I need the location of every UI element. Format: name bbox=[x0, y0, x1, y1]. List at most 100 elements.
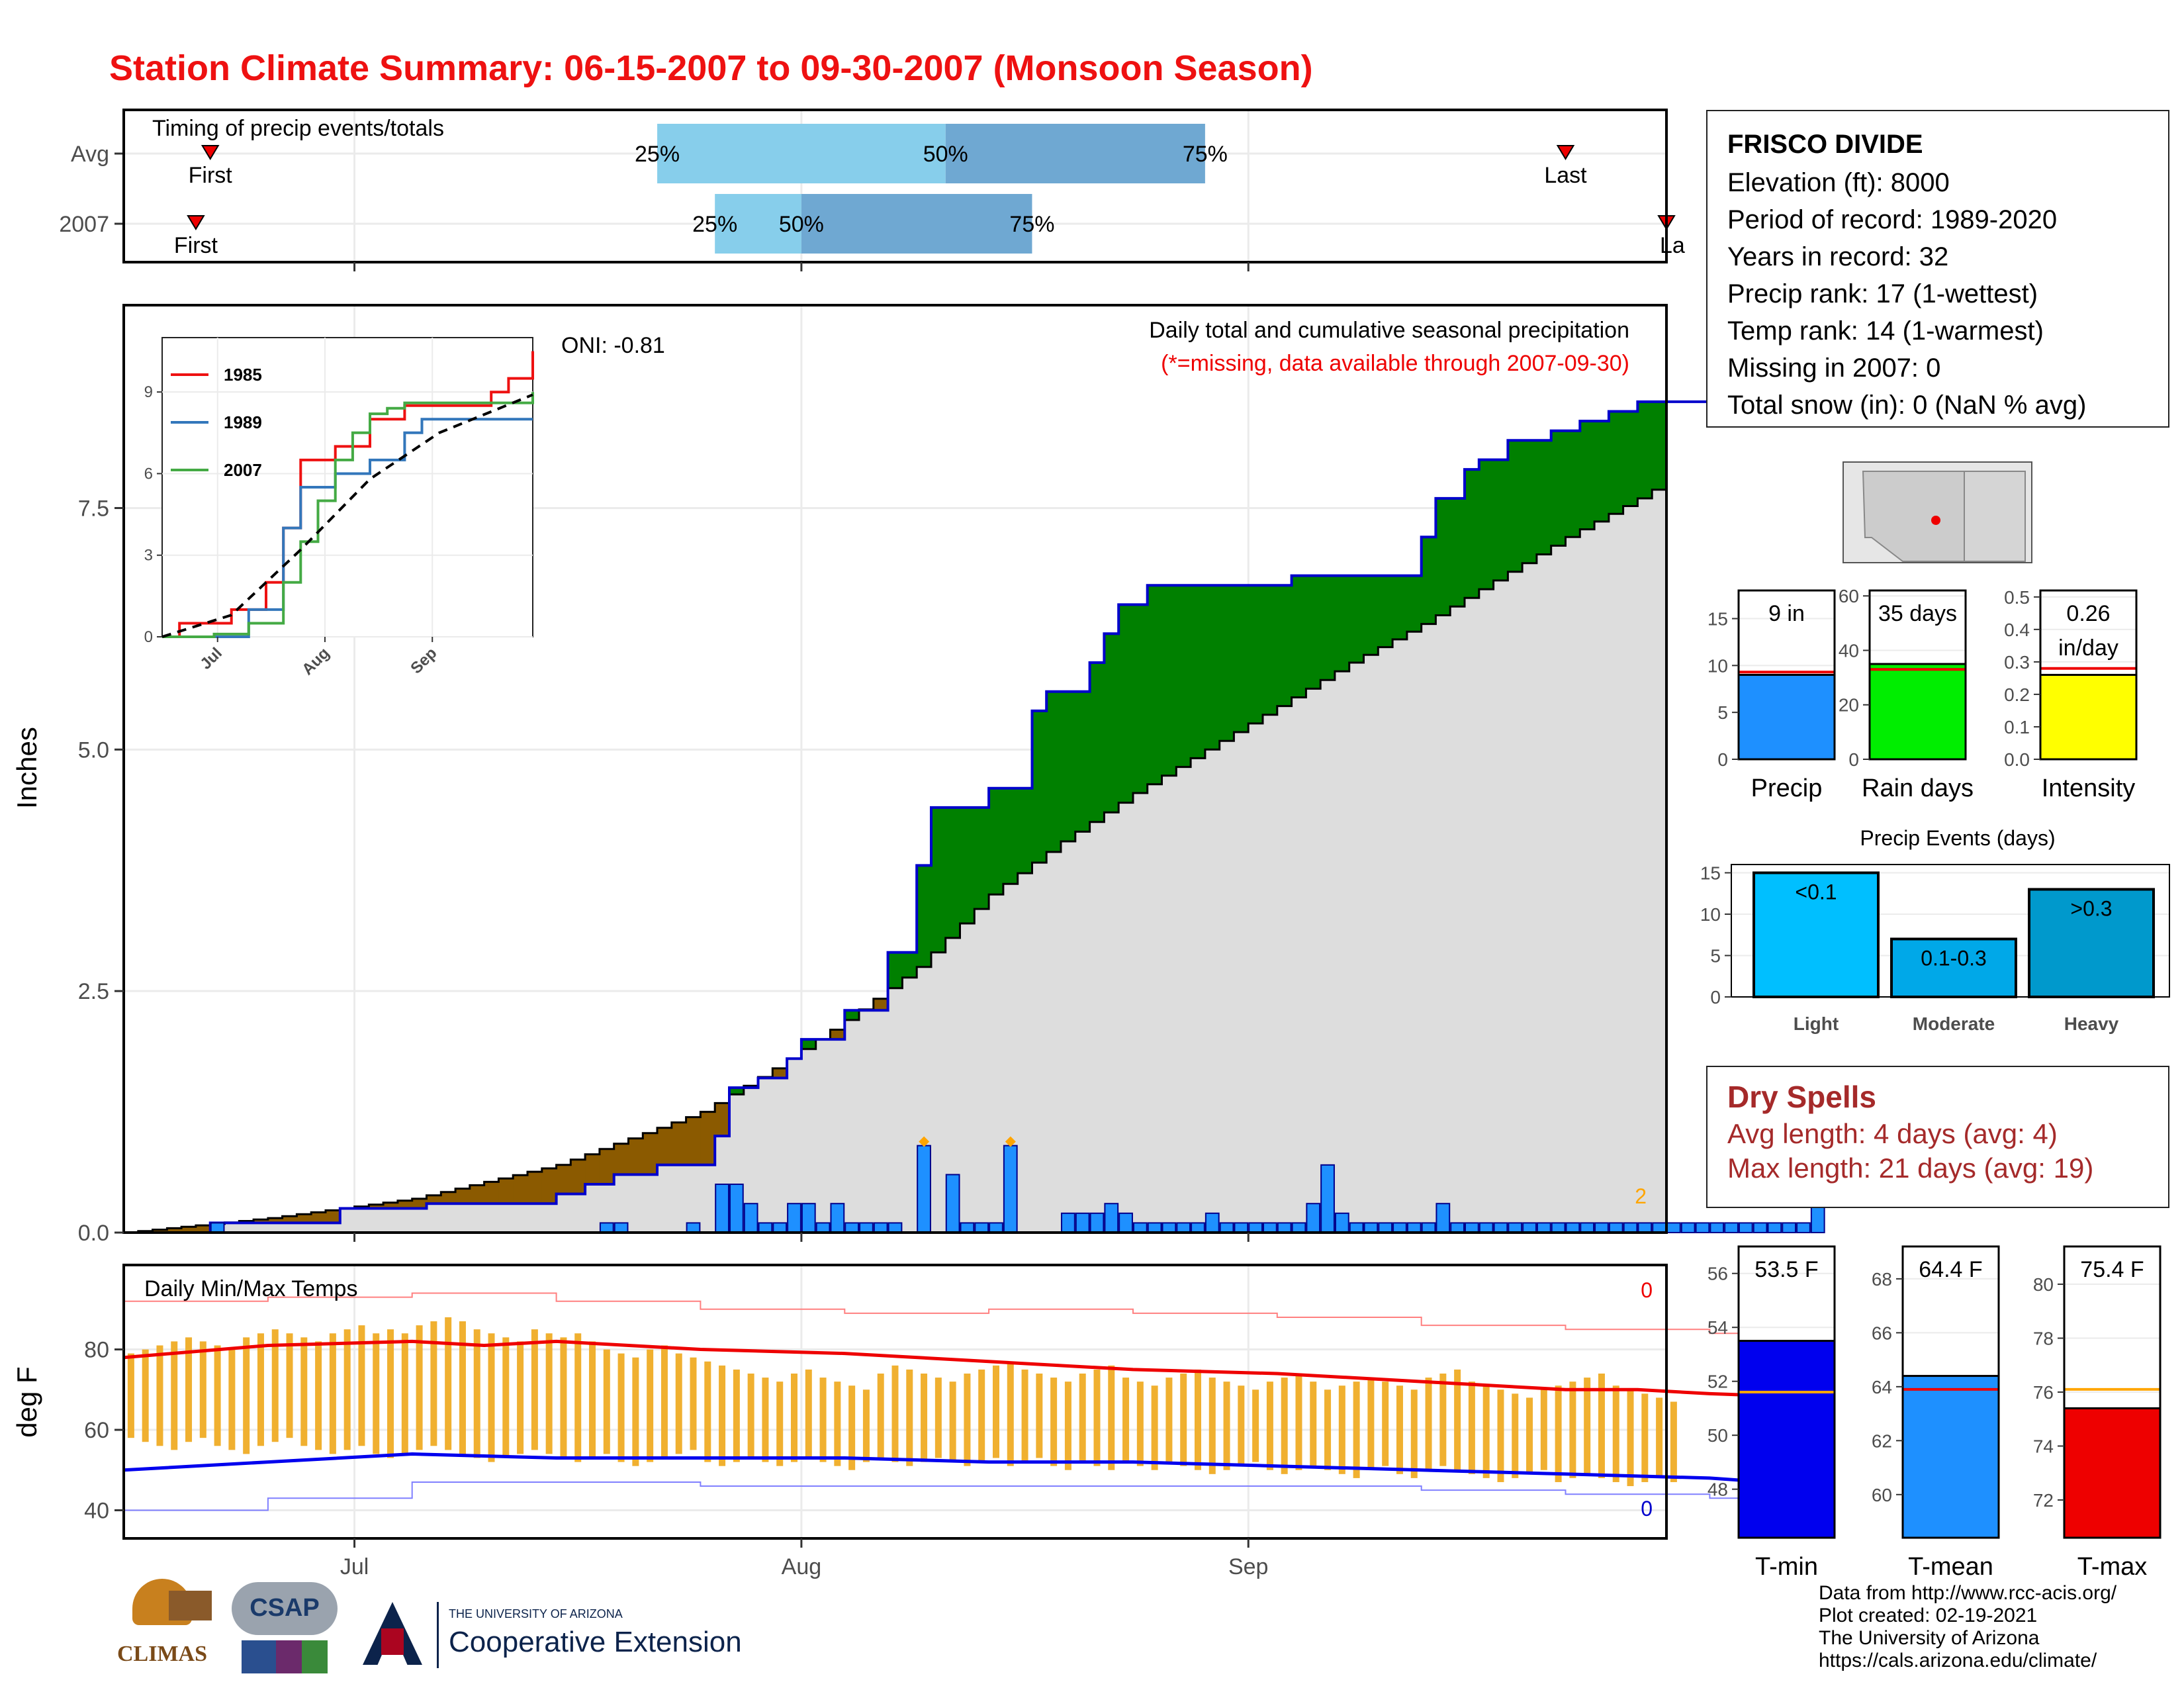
surplus-area bbox=[1046, 691, 1062, 853]
daily-temp-range-bar bbox=[1136, 1382, 1144, 1466]
dry-spells-box: Dry Spells Avg length: 4 days (avg: 4) M… bbox=[1706, 1066, 2169, 1208]
daily-temp-range-bar bbox=[978, 1369, 985, 1462]
csap-cloud-icon bbox=[232, 1582, 338, 1635]
daily-precip-bar bbox=[1176, 1222, 1191, 1233]
precip-box-border bbox=[1737, 589, 1836, 761]
deficit-area bbox=[873, 998, 889, 1011]
daily-precip-bar bbox=[1551, 1222, 1566, 1233]
surplus-area bbox=[1234, 585, 1249, 733]
daily-temp-range-bar bbox=[1165, 1378, 1173, 1462]
daily-precip-bar bbox=[1118, 1212, 1133, 1233]
raindays-box-y-tick-label: 0 bbox=[1848, 749, 1859, 770]
tmin-box-y-tick-label: 50 bbox=[1707, 1425, 1728, 1446]
tmean-box-y-tick-label: 66 bbox=[1872, 1323, 1892, 1343]
surplus-area bbox=[1132, 604, 1148, 793]
precip-box-y-tick-label: 0 bbox=[1717, 749, 1728, 770]
tmax-box-y-tick-label: 80 bbox=[2033, 1274, 2054, 1295]
precip-box-y-tick-label: 15 bbox=[1707, 609, 1728, 630]
university-a-icon bbox=[381, 1628, 404, 1655]
daily-temp-range-bar bbox=[647, 1349, 654, 1462]
precip-box-y-tick-label: 10 bbox=[1707, 655, 1728, 676]
intensity-box-y-tick-label: 0.5 bbox=[2004, 587, 2030, 608]
inset-y-tick-label: 3 bbox=[144, 547, 153, 565]
credit-line: Plot created: 02-19-2021 bbox=[1819, 1605, 2038, 1626]
events-category-label: Heavy bbox=[2064, 1013, 2119, 1034]
temp-y-tick-label: 40 bbox=[84, 1498, 109, 1523]
daily-temp-range-bar bbox=[1641, 1393, 1649, 1482]
tmin-box-name: T-min bbox=[1755, 1553, 1818, 1581]
daily-temp-range-bar bbox=[1295, 1373, 1302, 1470]
daily-temp-range-bar bbox=[1482, 1385, 1490, 1478]
tmean-box-y-tick-label: 62 bbox=[1872, 1430, 1892, 1451]
daily-precip-bar bbox=[1334, 1212, 1349, 1233]
inset-y-tick-label: 9 bbox=[144, 383, 153, 401]
daily-temp-range-bar bbox=[243, 1337, 250, 1454]
daily-temp-range-bar bbox=[1353, 1382, 1360, 1478]
surplus-area bbox=[1421, 537, 1437, 624]
inset-panel bbox=[161, 337, 533, 637]
daily-temp-range-bar bbox=[617, 1353, 625, 1462]
precip-annotation-missing: (*=missing, data available through 2007-… bbox=[1161, 351, 1629, 376]
daily-precip-bar bbox=[974, 1222, 989, 1233]
timing-bar-50-75 bbox=[945, 124, 1205, 183]
surplus-area bbox=[1161, 585, 1177, 776]
daily-temp-range-bar bbox=[589, 1341, 596, 1458]
daily-temp-range-bar bbox=[171, 1341, 178, 1450]
daily-temp-range-bar bbox=[675, 1353, 682, 1454]
timing-row-label: 2007 bbox=[59, 212, 109, 237]
surplus-area bbox=[1435, 498, 1451, 616]
surplus-area bbox=[729, 1088, 745, 1095]
daily-precip-bar bbox=[1782, 1222, 1797, 1233]
inset-legend-label: 1985 bbox=[224, 365, 262, 385]
deficit-area bbox=[484, 1182, 500, 1204]
precip-y-tick-label: 7.5 bbox=[78, 496, 109, 521]
tmean-box-value-label: 64.4 F bbox=[1919, 1257, 1982, 1282]
daily-temp-range-bar bbox=[1526, 1397, 1533, 1474]
deficit-area bbox=[628, 1138, 643, 1175]
daily-precip-bar bbox=[1147, 1222, 1162, 1233]
station-line: Missing in 2007: 0 bbox=[1727, 353, 1941, 383]
surplus-area bbox=[1406, 575, 1422, 632]
deficit-area bbox=[311, 1212, 326, 1223]
timing-p25-label: 25% bbox=[635, 142, 680, 167]
daily-precip-bar bbox=[815, 1222, 831, 1233]
daily-precip-bar bbox=[830, 1203, 845, 1233]
daily-precip-bar bbox=[1724, 1222, 1739, 1233]
daily-precip-bar bbox=[887, 1222, 903, 1233]
temp-x-tick-label: Sep bbox=[1228, 1554, 1269, 1579]
daily-temp-range-bar bbox=[934, 1378, 942, 1458]
daily-temp-range-bar bbox=[1108, 1365, 1115, 1470]
tmax-box-value-bar bbox=[2063, 1407, 2161, 1539]
daily-temp-range-bar bbox=[1367, 1378, 1375, 1470]
raindays-box-y-tick-label: 60 bbox=[1839, 586, 1859, 606]
inset-y-tick-label: 0 bbox=[144, 628, 153, 646]
daily-precip-bar bbox=[1637, 1222, 1653, 1233]
intensity-box-y-tick-label: 0.0 bbox=[2004, 749, 2030, 770]
daily-precip-bar bbox=[1580, 1222, 1595, 1233]
surplus-area bbox=[1522, 440, 1537, 563]
precip-annotation-title: Daily total and cumulative seasonal prec… bbox=[1149, 318, 1629, 343]
events-y-tick-label: 15 bbox=[1700, 863, 1721, 884]
climas-logo-shape bbox=[169, 1591, 212, 1620]
tmax-box-y-tick-label: 76 bbox=[2033, 1382, 2054, 1403]
surplus-area bbox=[1075, 691, 1091, 832]
daily-temp-range-bar bbox=[1064, 1382, 1071, 1470]
daily-precip-bar bbox=[801, 1203, 816, 1233]
intensity-box-name: Intensity bbox=[2042, 774, 2136, 802]
timing-p75-label: 75% bbox=[1009, 212, 1054, 237]
surplus-area bbox=[1334, 575, 1350, 672]
daily-precip-bar bbox=[1132, 1222, 1148, 1233]
record-min-count: 0 bbox=[1641, 1497, 1653, 1521]
daily-temp-range-bar bbox=[1208, 1378, 1216, 1474]
surplus-area bbox=[1205, 585, 1220, 750]
deficit-area bbox=[397, 1200, 413, 1209]
credit-line: https://cals.arizona.edu/climate/ bbox=[1819, 1650, 2097, 1671]
climas-logo: CLIMAS bbox=[106, 1579, 218, 1678]
daily-temp-range-bar bbox=[502, 1337, 510, 1458]
daily-temp-range-bar bbox=[1468, 1382, 1475, 1474]
precip-y-tick-label: 0.0 bbox=[78, 1221, 109, 1246]
daily-precip-bar bbox=[1608, 1222, 1623, 1233]
daily-temp-range-bar bbox=[747, 1373, 754, 1458]
daily-temp-range-bar bbox=[1223, 1382, 1230, 1470]
timing-bar-25-50 bbox=[657, 124, 946, 183]
